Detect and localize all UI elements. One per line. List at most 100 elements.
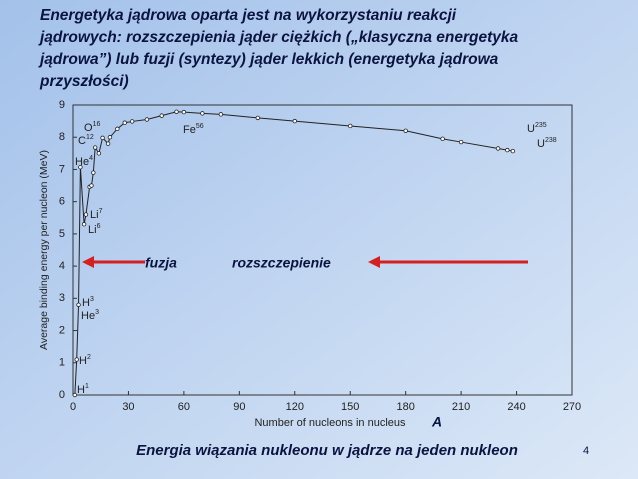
x-axis-symbol: A xyxy=(431,414,442,430)
isotope-mass: 238 xyxy=(545,137,557,144)
data-point xyxy=(440,136,445,142)
plot-frame xyxy=(72,104,573,396)
isotope-mass: 1 xyxy=(85,383,89,390)
isotope-symbol: Li xyxy=(88,224,97,236)
data-point xyxy=(115,126,120,132)
data-point xyxy=(458,139,464,145)
isotope-label: He4 xyxy=(75,155,93,168)
data-point xyxy=(348,123,353,129)
data-point xyxy=(505,147,510,153)
isotope-label: O16 xyxy=(84,121,100,134)
isotope-mass: 56 xyxy=(196,123,204,130)
isotope-mass: 12 xyxy=(86,134,94,141)
x-tick-label: 240 xyxy=(507,401,525,413)
isotope-label: C12 xyxy=(78,134,94,147)
data-point xyxy=(74,357,79,362)
y-tick-label: 4 xyxy=(59,260,65,272)
data-point xyxy=(174,109,179,114)
data-point xyxy=(78,164,83,170)
isotope-mass: 2 xyxy=(87,354,91,361)
isotope-mass: 4 xyxy=(89,155,93,162)
y-tick-label: 5 xyxy=(59,228,65,240)
isotope-mass: 3 xyxy=(95,309,99,316)
isotope-symbol: Fe xyxy=(183,124,196,136)
isotope-label: Li6 xyxy=(88,223,101,236)
isotope-mass: 16 xyxy=(93,121,101,128)
data-point xyxy=(81,222,87,227)
y-tick-label: 3 xyxy=(59,292,65,304)
isotope-label: Li7 xyxy=(90,208,103,221)
x-tick-label: 0 xyxy=(70,401,76,413)
x-tick-label: 90 xyxy=(233,401,245,413)
fusion-label: fuzja xyxy=(145,255,177,271)
isotope-mass: 6 xyxy=(97,223,101,230)
data-point xyxy=(89,183,94,188)
fission-arrowhead xyxy=(368,256,380,268)
data-point xyxy=(72,392,78,398)
x-tick-label: 150 xyxy=(341,401,359,413)
isotope-symbol: H xyxy=(79,355,87,367)
title-line: jądrowych: rozszczepienia jąder ciężkich… xyxy=(38,29,519,46)
title-line: jądrowa”) lub fuzji (syntezy) jąder lekk… xyxy=(38,51,499,68)
y-tick-label: 0 xyxy=(59,389,65,401)
data-point xyxy=(105,141,111,146)
title-line: Energetyka jądrowa oparta jest na wykorz… xyxy=(40,7,457,24)
y-tick-label: 7 xyxy=(59,163,65,175)
data-point xyxy=(292,118,297,124)
data-point xyxy=(181,109,187,115)
data-point xyxy=(83,212,89,217)
isotope-symbol: H xyxy=(82,297,90,309)
page-number: 4 xyxy=(583,445,589,457)
x-axis-label: Number of nucleons in nucleus xyxy=(254,417,406,429)
y-tick-label: 1 xyxy=(59,357,65,369)
y-tick-label: 8 xyxy=(59,131,65,143)
isotope-symbol: C xyxy=(78,135,86,147)
isotope-symbol: H xyxy=(77,384,85,396)
x-tick-label: 270 xyxy=(563,401,581,413)
isotope-label: H2 xyxy=(79,354,91,367)
data-point xyxy=(129,119,135,124)
data-point xyxy=(92,145,98,150)
data-point xyxy=(200,111,205,116)
fusion-arrowhead xyxy=(82,256,94,268)
data-point xyxy=(144,117,150,122)
fission-label: rozszczepienie xyxy=(232,255,331,271)
isotope-label: U238 xyxy=(537,137,557,150)
isotope-symbol: Li xyxy=(90,209,99,221)
isotope-label: Fe56 xyxy=(183,123,204,136)
isotope-symbol: U xyxy=(537,138,545,150)
y-tick-label: 2 xyxy=(59,324,65,336)
x-tick-label: 30 xyxy=(122,401,134,413)
y-axis-label: Average binding energy per nucleon (MeV) xyxy=(38,150,50,350)
data-point xyxy=(76,302,81,307)
data-point xyxy=(510,148,516,154)
isotope-mass: 7 xyxy=(99,208,103,215)
isotope-label: H3 xyxy=(82,296,94,309)
data-point xyxy=(403,128,408,133)
isotope-symbol: O xyxy=(84,122,93,134)
data-point xyxy=(218,112,224,117)
data-point xyxy=(255,115,261,121)
isotope-symbol: He xyxy=(81,310,95,322)
data-point xyxy=(122,120,127,125)
isotope-symbol: U xyxy=(527,123,535,135)
x-tick-label: 60 xyxy=(178,401,190,413)
y-tick-label: 6 xyxy=(59,196,65,208)
data-point xyxy=(96,151,102,156)
data-point xyxy=(91,170,96,175)
isotope-label: U235 xyxy=(527,122,547,135)
data-point xyxy=(159,113,164,118)
data-point xyxy=(107,135,113,140)
data-point xyxy=(100,135,105,141)
data-line xyxy=(74,111,513,396)
isotope-label: H1 xyxy=(77,383,89,396)
x-tick-label: 120 xyxy=(286,401,304,413)
title-line: przyszłości) xyxy=(39,73,129,90)
isotope-mass: 3 xyxy=(90,296,94,303)
data-point xyxy=(495,146,501,151)
isotope-label: He3 xyxy=(81,309,99,322)
x-tick-label: 180 xyxy=(396,401,414,413)
